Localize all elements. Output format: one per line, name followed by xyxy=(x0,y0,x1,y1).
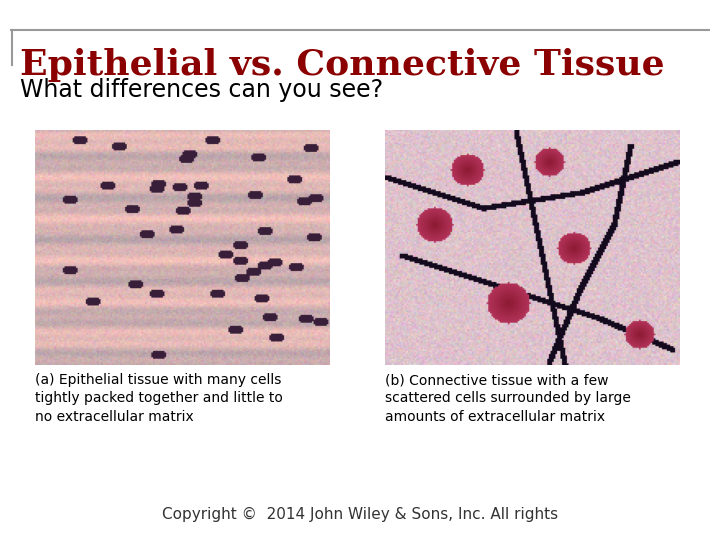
Text: Copyright ©  2014 John Wiley & Sons, Inc. All rights: Copyright © 2014 John Wiley & Sons, Inc.… xyxy=(162,507,558,522)
Text: (a) Epithelial tissue with many cells
tightly packed together and little to
no e: (a) Epithelial tissue with many cells ti… xyxy=(35,373,283,424)
Text: (b) Connective tissue with a few
scattered cells surrounded by large
amounts of : (b) Connective tissue with a few scatter… xyxy=(385,373,631,424)
Text: Mark Nielsen: Mark Nielsen xyxy=(668,225,674,270)
Text: Epithelial vs. Connective Tissue: Epithelial vs. Connective Tissue xyxy=(20,48,665,82)
Text: What differences can you see?: What differences can you see? xyxy=(20,78,383,102)
Text: Mark Nielsen: Mark Nielsen xyxy=(41,225,47,270)
